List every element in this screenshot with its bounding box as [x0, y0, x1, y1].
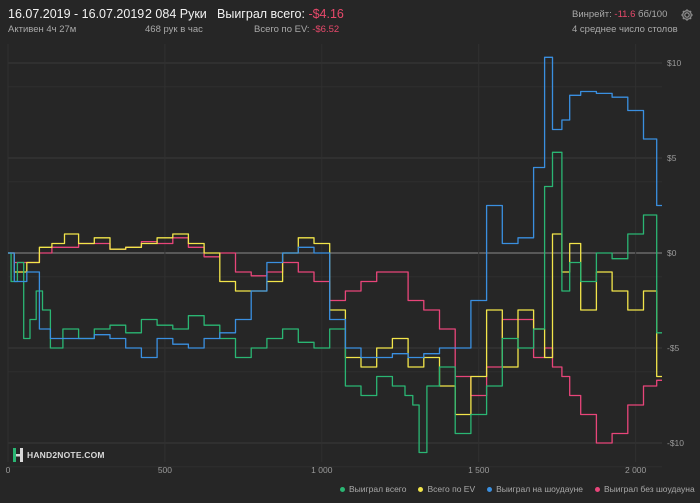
y-tick-label: -$5 — [667, 343, 680, 353]
legend-item[interactable]: Всего по EV — [418, 484, 475, 494]
legend-label: Выиграл на шоудауне — [496, 484, 584, 494]
won-total-value: -$4.16 — [308, 7, 344, 21]
ev-total-label: Всего по EV: — [254, 24, 310, 35]
legend-item[interactable]: Выиграл на шоудауне — [487, 484, 583, 494]
hands-count: 2 084 Руки — [145, 7, 207, 21]
x-tick-label: 0 — [6, 465, 11, 475]
logo-text: HAND2NOTE.COM — [27, 450, 105, 460]
header: 16.07.2019 - 16.07.2019 Активен 4ч 27м 2… — [0, 0, 700, 40]
legend-dot-icon — [340, 486, 345, 492]
y-tick-label: -$10 — [667, 438, 684, 448]
series-non-showdown — [8, 237, 662, 444]
legend-item[interactable]: Выиграл без шоудауна — [595, 484, 695, 494]
won-total-summary: Выиграл всего: -$4.16 — [217, 7, 344, 21]
ev-total-summary: Всего по EV: -$6.52 — [254, 24, 339, 35]
date-range[interactable]: 16.07.2019 - 16.07.2019 — [8, 7, 145, 21]
y-tick-label: $0 — [667, 248, 677, 258]
legend-item[interactable]: Выиграл всего — [340, 484, 406, 494]
legend-label: Выиграл всего — [349, 484, 407, 494]
series-ev-total — [8, 233, 662, 416]
x-tick-label: 1 000 — [311, 465, 333, 475]
hand2note-logo-icon — [13, 448, 23, 462]
legend-label: Выиграл без шоудауна — [604, 484, 695, 494]
winrate-unit: бб/100 — [638, 9, 668, 20]
legend-label: Всего по EV — [427, 484, 476, 494]
legend-dot-icon — [595, 486, 601, 492]
hand2note-logo: HAND2NOTE.COM — [13, 447, 105, 463]
x-tick-label: 1 500 — [468, 465, 490, 475]
hands-per-hour: 468 рук в час — [145, 24, 203, 35]
legend-dot-icon — [487, 486, 493, 492]
legend-dot-icon — [418, 486, 424, 492]
average-tables: 4 среднее число столов — [572, 24, 678, 35]
gear-icon[interactable] — [680, 8, 694, 22]
x-tick-label: 2 000 — [625, 465, 647, 475]
x-tick-label: 500 — [158, 465, 172, 475]
chart-legend: Выиграл всего Всего по EV Выиграл на шоуда… — [340, 482, 700, 496]
active-duration: Активен 4ч 27м — [8, 24, 77, 35]
series-showdown — [8, 56, 662, 359]
y-tick-label: $10 — [667, 58, 681, 68]
winrate-summary: Винрейт: -11.6 бб/100 — [572, 9, 667, 20]
chart: $10 $5 $0 -$5 -$10 0 500 1 000 1 500 2 000 — [5, 56, 685, 475]
y-tick-label: $5 — [667, 153, 677, 163]
winrate-label: Винрейт: — [572, 9, 612, 20]
series-won-total — [8, 151, 662, 454]
won-total-label: Выиграл всего: — [217, 7, 305, 21]
winrate-value: -11.6 — [614, 9, 636, 20]
ev-total-value: -$6.52 — [312, 24, 340, 35]
